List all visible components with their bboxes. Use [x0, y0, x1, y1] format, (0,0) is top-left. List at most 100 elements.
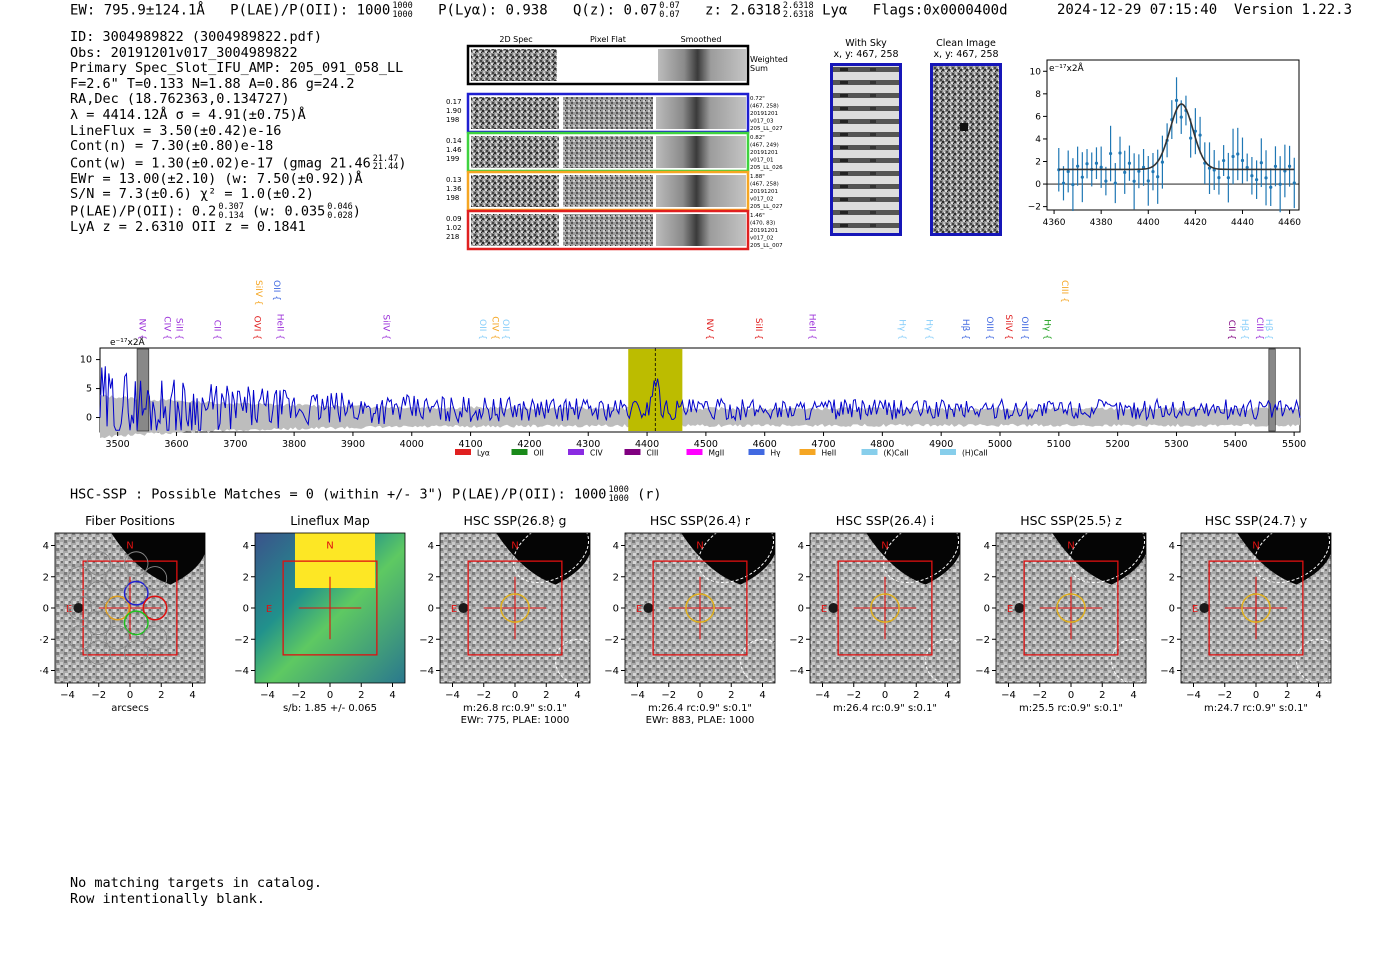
full-spectrum-chart: e⁻¹⁷x2Å 3500 3600 3700 3800 3900 4000 4100 4200… — [80, 280, 1306, 458]
hsc-caption-1: m:24.7 rc:0.9" s:0.1" — [1204, 703, 1308, 714]
weighted-label: Weighted — [750, 55, 788, 64]
spectrum-line-label: HeII { — [806, 314, 816, 340]
spectrum-line-label: CIV { — [489, 316, 499, 340]
hsc-y-tick-label: −2 — [604, 635, 619, 646]
col-title-2d: 2D Spec — [499, 35, 532, 44]
zoom-data-point — [1259, 161, 1263, 165]
aperture-box — [837, 560, 933, 656]
hsc-panel-title: HSC SSP(24.7) y — [1205, 513, 1308, 528]
cutout-2d-spec — [471, 97, 559, 129]
zoom-data-point — [1151, 170, 1155, 174]
zoom-y-tick-label: 8 — [1035, 90, 1041, 100]
aperture-circle — [500, 593, 530, 623]
hsc-x-tick-label: 2 — [1099, 690, 1105, 701]
legend-swatch — [799, 449, 816, 455]
plae-label: P(LAE)/P(OII): 1000 — [230, 2, 391, 19]
hsc-panel-title: HSC SSP(26.8) g — [464, 513, 567, 528]
spectrum-line-label: Hγ { — [896, 319, 906, 340]
z-label: z: 2.6318 — [705, 2, 781, 19]
ewr-value: EWr = 13.00(±2.10) (w: 7.50(±0.92))Å — [70, 170, 363, 187]
cutout-pixel-flat — [563, 175, 653, 207]
hsc-x-tick-label: 2 — [728, 690, 734, 701]
hsc-y-tick-label: −2 — [789, 635, 804, 646]
col-title-flat: Pixel Flat — [590, 35, 626, 44]
hsc-x-tick-label: −2 — [476, 690, 491, 701]
cutout-2d-spec — [471, 175, 559, 207]
legend-label: Lyα — [477, 449, 490, 458]
hsc-panel-title: Fiber Positions — [85, 513, 175, 528]
legend-label: MgII — [709, 449, 725, 458]
spectrum-line-label: HeII { — [275, 314, 285, 340]
spectrum-x-tick-label: 4200 — [517, 439, 541, 450]
detect-id: ID: 3004989822 (3004989822.pdf) — [70, 29, 322, 45]
zoom-data-point — [1189, 136, 1193, 140]
spectrum-line-label: SiIV { — [381, 314, 391, 340]
hsc-x-tick-label: −2 — [291, 690, 306, 701]
north-label: N — [326, 541, 333, 552]
cutout-row-meta: 1.88" — [750, 174, 765, 180]
spectrum-x-tick-label: 4600 — [753, 439, 777, 450]
zoom-data-point — [1198, 133, 1202, 137]
hsc-x-tick-label: 0 — [127, 690, 133, 701]
cutout-row-stat: 218 — [446, 233, 459, 241]
north-label: N — [881, 541, 888, 552]
zoom-data-point — [1141, 165, 1146, 170]
cutout-smoothed — [656, 175, 746, 207]
zoom-data-point — [1160, 160, 1165, 164]
hsc-y-tick-label: 4 — [43, 541, 49, 552]
zoom-y-tick-label: 0 — [1035, 180, 1041, 190]
zoom-data-point — [1156, 175, 1160, 179]
hsc-x-tick-label: −2 — [91, 690, 106, 701]
aperture-box — [1023, 560, 1119, 656]
sum-label: Sum — [750, 64, 768, 73]
north-label: N — [511, 541, 518, 552]
north-label: N — [126, 541, 133, 552]
legend-swatch — [686, 449, 703, 455]
hsc-y-tick-label: 4 — [428, 541, 434, 552]
legend-label: CIII — [647, 449, 659, 458]
legend-label: CIV — [590, 449, 603, 458]
legend-swatch — [861, 449, 878, 455]
cutout-smoothed — [656, 214, 746, 246]
zoom-data-point — [1080, 175, 1084, 179]
fiber-circle — [123, 580, 149, 606]
zoom-data-point — [1236, 152, 1240, 156]
cutout-row-meta: 20191201 — [750, 189, 778, 195]
east-label: E — [1192, 604, 1198, 615]
zoom-y-tick-label: 6 — [1035, 112, 1041, 122]
cutout-pixel-flat — [563, 136, 653, 168]
hsc-caption-2: EWr: 775, PLAE: 1000 — [461, 715, 570, 726]
spectrum-x-tick-label: 3800 — [282, 439, 306, 450]
cutout-row-meta: v017_02 — [750, 236, 774, 242]
spectrum-line-label: Hγ { — [1042, 319, 1052, 340]
ew-value: EW: 795.9±124.1Å — [70, 2, 205, 19]
fiber-circle — [105, 566, 130, 591]
fiber-circle — [86, 610, 111, 636]
spectrum-line-label: OIII { — [1019, 316, 1029, 340]
zoom-data-point — [1066, 169, 1070, 174]
hsc-x-tick-label: 4 — [1315, 690, 1321, 701]
hsc-y-tick-label: −4 — [604, 666, 619, 677]
cutout-row-meta: (467, 249) — [750, 143, 779, 149]
hsc-y-tick-label: 2 — [43, 572, 49, 583]
hsc-y-tick-label: 2 — [984, 572, 990, 583]
aperture-circle — [685, 593, 715, 623]
hsc-x-tick-label: 2 — [358, 690, 364, 701]
spectrum-masked-region — [136, 348, 150, 432]
zoom-data-point — [1240, 158, 1245, 163]
zoom-data-point — [1269, 185, 1273, 189]
spectrum-y-tick-label: 10 — [80, 355, 92, 366]
spectrum-ylabel: e⁻¹⁷x2Å — [110, 336, 146, 348]
cutout-smoothed — [656, 97, 746, 129]
cutout-row-meta: 20191201 — [750, 150, 778, 156]
cutout-row-meta: 0.72" — [750, 96, 765, 102]
spectrum-x-tick-label: 5300 — [1164, 439, 1188, 450]
spectrum-line-label: Hγ { — [923, 319, 933, 340]
cutout-row-stat: 198 — [446, 194, 459, 202]
hsc-panels: Fiber Positions N E −4 −4 −2 −2 0 0 2 2 4 4 arcsecs Li… — [40, 513, 1341, 726]
hsc-panel: HSC SSP(25.5) z N E −4 −4 −2 −2 0 0 2 2 4 4 m:25.5 rc… — [975, 513, 1156, 714]
spectrum-line-label: CIV { — [162, 316, 172, 340]
hsc-y-tick-label: 0 — [798, 604, 804, 615]
catalog-ellipse — [1296, 638, 1341, 684]
hsc-x-tick-label: 4 — [944, 690, 950, 701]
